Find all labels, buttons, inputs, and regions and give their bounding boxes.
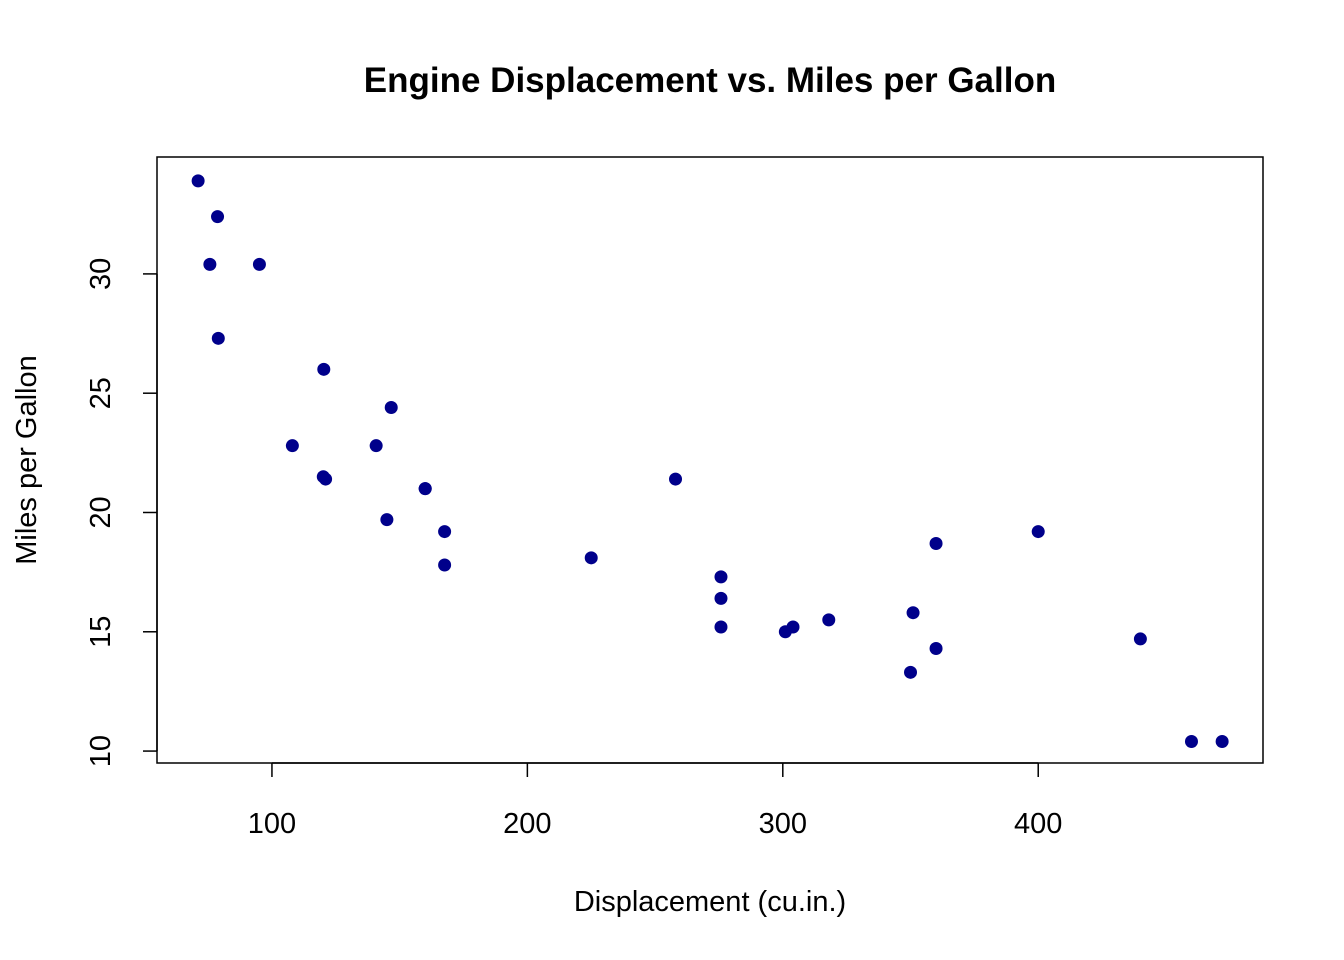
data-point — [285, 439, 299, 453]
plot-frame — [156, 156, 1264, 764]
data-point — [191, 174, 205, 188]
data-point — [369, 439, 383, 453]
data-point — [252, 257, 266, 271]
data-point — [319, 472, 333, 486]
data-point — [1215, 735, 1229, 749]
data-point — [1031, 525, 1045, 539]
x-axis-label: Displacement (cu.in.) — [574, 886, 846, 918]
data-point — [1184, 735, 1198, 749]
data-point — [211, 210, 225, 224]
data-point — [438, 525, 452, 539]
data-point — [317, 362, 331, 376]
y-tick-label: 25 — [85, 377, 117, 409]
data-point — [211, 331, 225, 345]
data-point — [714, 591, 728, 605]
data-point — [384, 401, 398, 415]
data-point — [418, 482, 432, 496]
data-point — [786, 620, 800, 634]
x-axis: 100 200 300 400 — [248, 762, 1062, 840]
data-point — [1133, 632, 1147, 646]
data-point — [714, 620, 728, 634]
x-tick-label: 100 — [248, 808, 296, 840]
data-point — [906, 606, 920, 620]
data-point — [380, 513, 394, 527]
y-tick-label: 10 — [85, 735, 117, 767]
data-point — [904, 665, 918, 679]
x-tick-label: 200 — [503, 808, 551, 840]
y-axis: 10 15 20 25 30 — [85, 258, 158, 767]
y-axis-label: Miles per Gallon — [11, 355, 43, 565]
x-tick-label: 400 — [1014, 808, 1062, 840]
data-point — [203, 257, 217, 271]
y-tick-label: 15 — [85, 616, 117, 648]
data-point — [929, 537, 943, 551]
data-point — [929, 641, 943, 655]
y-tick-label: 20 — [85, 496, 117, 528]
chart-title: Engine Displacement vs. Miles per Gallon — [364, 61, 1056, 100]
x-tick-label: 300 — [759, 808, 807, 840]
data-point — [822, 613, 836, 627]
data-point — [438, 558, 452, 572]
y-tick-label: 30 — [85, 258, 117, 290]
data-points — [191, 174, 1229, 749]
data-point — [714, 570, 728, 584]
data-point — [584, 551, 598, 565]
data-point — [669, 472, 683, 486]
